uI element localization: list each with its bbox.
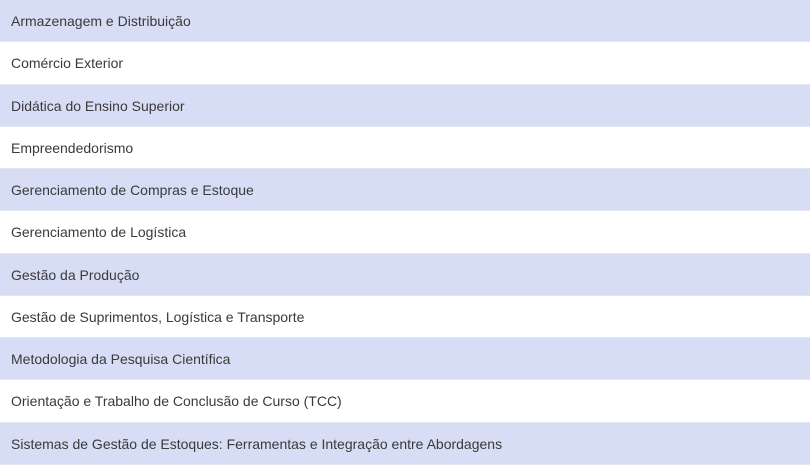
course-item[interactable]: Metodologia da Pesquisa Científica — [0, 338, 810, 381]
course-item[interactable]: Gerenciamento de Logística — [0, 211, 810, 254]
course-item[interactable]: Armazenagem e Distribuição — [0, 0, 810, 43]
course-item[interactable]: Gestão da Produção — [0, 253, 810, 296]
course-item[interactable]: Sistemas de Gestão de Estoques: Ferramen… — [0, 422, 810, 465]
course-item[interactable]: Didática do Ensino Superior — [0, 84, 810, 127]
course-item[interactable]: Gestão de Suprimentos, Logística e Trans… — [0, 295, 810, 339]
course-item[interactable]: Orientação e Trabalho de Conclusão de Cu… — [0, 380, 810, 423]
course-item[interactable]: Empreendedorismo — [0, 126, 810, 170]
course-item[interactable]: Gerenciamento de Compras e Estoque — [0, 169, 810, 212]
course-item[interactable]: Comércio Exterior — [0, 42, 810, 85]
